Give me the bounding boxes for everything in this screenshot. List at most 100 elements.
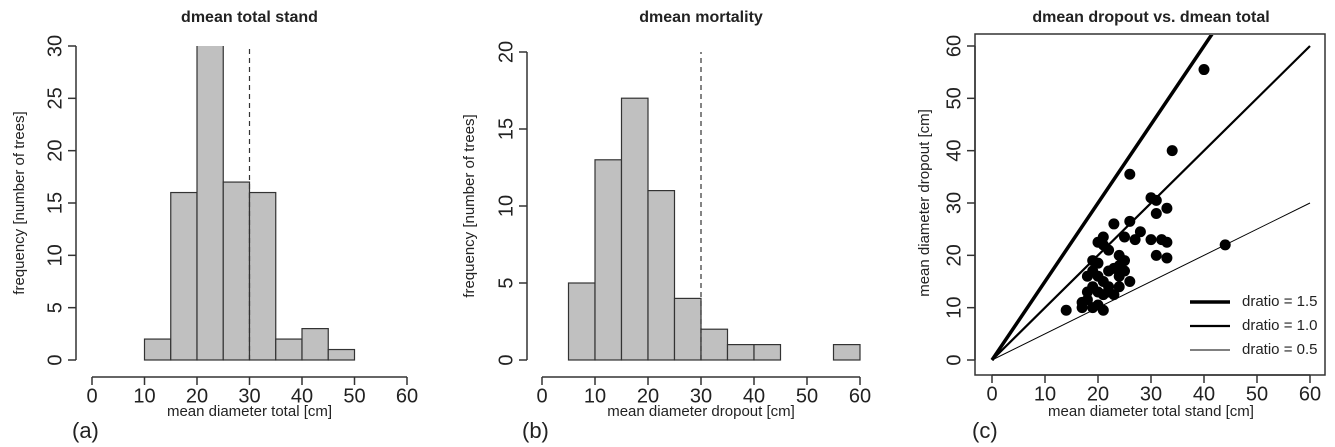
x-tick-label: 50 — [1246, 383, 1268, 405]
bar — [753, 344, 782, 361]
point — [1103, 244, 1115, 256]
point — [1198, 64, 1210, 76]
bar — [567, 282, 596, 361]
point — [1108, 218, 1120, 230]
y-axis-label: frequency [number of trees] — [461, 114, 478, 297]
y-axis-label: frequency [number of trees] — [11, 111, 28, 294]
y-tick-label: 30 — [943, 192, 965, 214]
point — [1150, 207, 1162, 219]
point — [1161, 236, 1173, 248]
x-tick-label: 30 — [690, 385, 712, 407]
x-tick-label: 30 — [238, 385, 260, 407]
bar — [673, 297, 702, 361]
chart-title: dmean mortality — [639, 9, 763, 26]
point — [1081, 270, 1093, 282]
x-tick-label: 30 — [1140, 383, 1162, 405]
bar — [275, 338, 303, 361]
x-tick-label: 40 — [291, 385, 313, 407]
bar — [700, 328, 729, 361]
x-tick-label: 10 — [584, 385, 606, 407]
point — [1119, 231, 1130, 243]
point — [1134, 226, 1146, 238]
point — [1103, 286, 1115, 298]
panel-label: (a) — [72, 418, 99, 443]
bar — [327, 348, 356, 361]
x-tick-label: 20 — [1087, 383, 1109, 405]
bar — [594, 159, 623, 361]
bar — [248, 191, 277, 361]
ratio-line — [991, 202, 1311, 361]
point — [1161, 202, 1173, 214]
bar — [196, 46, 224, 361]
y-axis-label: mean diameter dropout [cm] — [916, 109, 933, 297]
legend-label: dratio = 0.5 — [1242, 341, 1317, 358]
y-tick-label: 10 — [44, 244, 66, 266]
bar — [301, 328, 329, 361]
point — [1150, 249, 1162, 261]
x-tick-label: 0 — [536, 385, 547, 407]
chart-title: dmean dropout vs. dmean total — [1032, 9, 1269, 26]
legend-label: dratio = 1.0 — [1242, 317, 1317, 334]
x-tick-label: 40 — [743, 385, 765, 407]
y-tick-label: 20 — [44, 140, 66, 162]
x-tick-label: 10 — [1034, 383, 1056, 405]
legend-label: dratio = 1.5 — [1242, 293, 1317, 310]
y-tick-label: 30 — [44, 35, 66, 57]
point — [1124, 215, 1136, 227]
plot-area — [990, 35, 1311, 361]
point — [1097, 231, 1109, 243]
bar — [647, 190, 676, 361]
panel-label: (c) — [972, 418, 998, 443]
x-tick-label: 0 — [986, 383, 997, 405]
x-axis-label: mean diameter dropout [cm] — [607, 403, 795, 420]
y-tick-label: 5 — [44, 302, 66, 313]
x-tick-label: 50 — [796, 385, 818, 407]
y-tick-label: 50 — [943, 87, 965, 109]
panel-label: (b) — [522, 418, 549, 443]
chart-title: dmean total stand — [181, 9, 318, 26]
plot-area — [143, 46, 356, 361]
y-tick-label: 0 — [943, 354, 965, 365]
x-tick-label: 20 — [186, 385, 208, 407]
point — [1103, 265, 1115, 277]
point — [1150, 194, 1162, 206]
y-tick-label: 20 — [943, 244, 965, 266]
y-tick-label: 5 — [495, 277, 517, 288]
bar — [170, 191, 198, 361]
ratio-line — [990, 35, 1214, 361]
plot-area — [567, 52, 861, 361]
point — [1060, 304, 1072, 316]
x-axis-label: mean diameter total [cm] — [167, 403, 332, 420]
x-tick-label: 10 — [133, 385, 155, 407]
bar — [222, 181, 251, 361]
x-axis-label: mean diameter total stand [cm] — [1048, 403, 1254, 420]
y-tick-label: 0 — [495, 354, 517, 365]
bar — [620, 97, 649, 361]
point — [1087, 255, 1099, 267]
bar — [143, 338, 172, 361]
x-tick-label: 60 — [1299, 383, 1321, 405]
x-tick-label: 60 — [396, 385, 418, 407]
point — [1166, 145, 1178, 157]
point — [1129, 234, 1141, 246]
x-tick-label: 60 — [849, 385, 871, 407]
point — [1113, 281, 1125, 293]
point — [1124, 168, 1136, 180]
point — [1119, 265, 1130, 277]
y-tick-label: 15 — [495, 118, 517, 140]
point — [1219, 239, 1231, 251]
point — [1081, 286, 1093, 298]
y-tick-label: 20 — [495, 41, 517, 63]
y-tick-label: 10 — [943, 297, 965, 319]
y-tick-label: 0 — [44, 354, 66, 365]
point — [1097, 304, 1109, 316]
y-tick-label: 60 — [943, 35, 965, 57]
x-tick-label: 50 — [343, 385, 365, 407]
x-tick-label: 20 — [637, 385, 659, 407]
y-tick-label: 25 — [44, 87, 66, 109]
bar — [726, 344, 755, 361]
x-tick-label: 0 — [86, 385, 97, 407]
point — [1076, 302, 1088, 314]
point — [1145, 234, 1157, 246]
